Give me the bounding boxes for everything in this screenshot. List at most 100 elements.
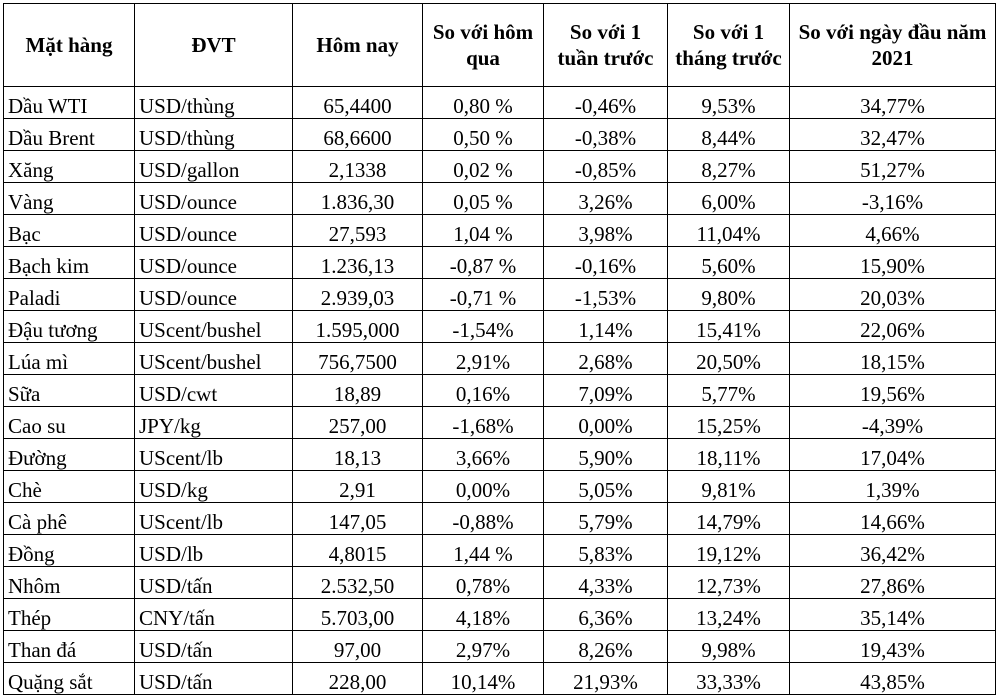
table-row: Đường UScent/lb 18,13 3,66% 5,90% 18,11% 17,04… (3, 438, 996, 471)
cell-vs-week: 7,09% (543, 374, 668, 407)
table-row: Thép CNY/tấn 5.703,00 4,18% 6,36% 13,24% 35,14… (3, 598, 996, 631)
cell-today: 228,00 (292, 662, 423, 695)
cell-today: 2,91 (292, 470, 423, 503)
cell-vs-yesterday: 0,80 % (422, 86, 544, 119)
cell-today: 97,00 (292, 630, 423, 663)
cell-vs-week: 3,26% (543, 182, 668, 215)
cell-today: 756,7500 (292, 342, 423, 375)
cell-unit: JPY/kg (134, 406, 293, 439)
cell-vs-yesterday: 0,50 % (422, 118, 544, 151)
cell-unit: USD/kg (134, 470, 293, 503)
header-vs-month: So với 1 tháng trước (667, 3, 790, 87)
cell-unit: UScent/lb (134, 438, 293, 471)
cell-vs-month: 20,50% (667, 342, 790, 375)
cell-vs-month: 12,73% (667, 566, 790, 599)
cell-vs-week: -0,38% (543, 118, 668, 151)
cell-unit: CNY/tấn (134, 598, 293, 631)
cell-vs-yesterday: 1,44 % (422, 534, 544, 567)
cell-vs-year-start: 35,14% (789, 598, 996, 631)
table-row: Quặng sắt USD/tấn 228,00 10,14% 21,93% 33,33%… (3, 662, 996, 695)
header-item: Mặt hàng (3, 3, 135, 87)
cell-vs-month: 11,04% (667, 214, 790, 247)
table-row: Dầu Brent USD/thùng 68,6600 0,50 % -0,38% 8,4… (3, 118, 996, 151)
cell-vs-week: 5,83% (543, 534, 668, 567)
table-row: Cao su JPY/kg 257,00 -1,68% 0,00% 15,25% -4,39… (3, 406, 996, 439)
cell-vs-year-start: 43,85% (789, 662, 996, 695)
cell-vs-yesterday: -0,71 % (422, 278, 544, 311)
cell-today: 1.836,30 (292, 182, 423, 215)
cell-vs-year-start: -3,16% (789, 182, 996, 215)
cell-today: 257,00 (292, 406, 423, 439)
table-row: Đậu tương UScent/bushel 1.595,000 -1,54% 1,1… (3, 310, 996, 343)
cell-vs-year-start: -4,39% (789, 406, 996, 439)
cell-item: Vàng (3, 182, 135, 215)
cell-today: 5.703,00 (292, 598, 423, 631)
cell-vs-month: 33,33% (667, 662, 790, 695)
cell-vs-month: 8,44% (667, 118, 790, 151)
cell-vs-yesterday: 4,18% (422, 598, 544, 631)
table-row: Nhôm USD/tấn 2.532,50 0,78% 4,33% 12,73% 27,86… (3, 566, 996, 599)
cell-vs-month: 18,11% (667, 438, 790, 471)
cell-vs-year-start: 18,15% (789, 342, 996, 375)
cell-vs-week: -1,53% (543, 278, 668, 311)
cell-vs-yesterday: 0,78% (422, 566, 544, 599)
cell-item: Dầu Brent (3, 118, 135, 151)
cell-today: 4,8015 (292, 534, 423, 567)
cell-unit: USD/lb (134, 534, 293, 567)
cell-item: Quặng sắt (3, 662, 135, 695)
cell-vs-year-start: 51,27% (789, 150, 996, 183)
cell-unit: USD/cwt (134, 374, 293, 407)
cell-vs-week: 0,00% (543, 406, 668, 439)
table-row: Dầu WTI USD/thùng 65,4400 0,80 % -0,46% 9,53%… (3, 86, 996, 119)
cell-vs-year-start: 34,77% (789, 86, 996, 119)
cell-vs-month: 9,53% (667, 86, 790, 119)
cell-vs-week: 4,33% (543, 566, 668, 599)
cell-unit: USD/ounce (134, 278, 293, 311)
cell-vs-week: 5,05% (543, 470, 668, 503)
cell-vs-year-start: 19,56% (789, 374, 996, 407)
cell-vs-month: 9,81% (667, 470, 790, 503)
cell-vs-yesterday: -1,68% (422, 406, 544, 439)
cell-vs-week: -0,46% (543, 86, 668, 119)
cell-vs-yesterday: 0,16% (422, 374, 544, 407)
cell-vs-yesterday: 2,97% (422, 630, 544, 663)
cell-item: Nhôm (3, 566, 135, 599)
cell-item: Sữa (3, 374, 135, 407)
cell-unit: USD/gallon (134, 150, 293, 183)
cell-unit: UScent/lb (134, 502, 293, 535)
table-row: Sữa USD/cwt 18,89 0,16% 7,09% 5,77% 19,56% (3, 374, 996, 407)
cell-vs-year-start: 27,86% (789, 566, 996, 599)
table-row: Vàng USD/ounce 1.836,30 0,05 % 3,26% 6,00% -3,… (3, 182, 996, 215)
cell-vs-week: 6,36% (543, 598, 668, 631)
cell-vs-month: 5,60% (667, 246, 790, 279)
cell-item: Xăng (3, 150, 135, 183)
cell-vs-week: -0,85% (543, 150, 668, 183)
commodity-price-table: Mặt hàng ĐVT Hôm nay So với hôm qua So v… (3, 3, 996, 695)
header-today: Hôm nay (292, 3, 423, 87)
cell-vs-week: 2,68% (543, 342, 668, 375)
cell-vs-year-start: 20,03% (789, 278, 996, 311)
table-row: Lúa mì UScent/bushel 756,7500 2,91% 2,68% 20,… (3, 342, 996, 375)
cell-vs-month: 6,00% (667, 182, 790, 215)
cell-vs-week: 21,93% (543, 662, 668, 695)
cell-item: Chè (3, 470, 135, 503)
cell-unit: USD/tấn (134, 630, 293, 663)
cell-vs-week: 1,14% (543, 310, 668, 343)
cell-vs-month: 8,27% (667, 150, 790, 183)
cell-vs-month: 15,25% (667, 406, 790, 439)
cell-item: Đậu tương (3, 310, 135, 343)
cell-unit: USD/tấn (134, 662, 293, 695)
table-row: Chè USD/kg 2,91 0,00% 5,05% 9,81% 1,39% (3, 470, 996, 503)
table-row: Đồng USD/lb 4,8015 1,44 % 5,83% 19,12% 36,42% (3, 534, 996, 567)
cell-today: 27,593 (292, 214, 423, 247)
cell-item: Thép (3, 598, 135, 631)
cell-vs-month: 13,24% (667, 598, 790, 631)
table-row: Bạch kim USD/ounce 1.236,13 -0,87 % -0,16% 5,… (3, 246, 996, 279)
cell-item: Bạch kim (3, 246, 135, 279)
cell-vs-month: 14,79% (667, 502, 790, 535)
cell-vs-yesterday: 1,04 % (422, 214, 544, 247)
cell-vs-yesterday: 0,05 % (422, 182, 544, 215)
header-row: Mặt hàng ĐVT Hôm nay So với hôm qua So v… (3, 3, 996, 87)
cell-vs-yesterday: -0,88% (422, 502, 544, 535)
cell-vs-yesterday: 3,66% (422, 438, 544, 471)
